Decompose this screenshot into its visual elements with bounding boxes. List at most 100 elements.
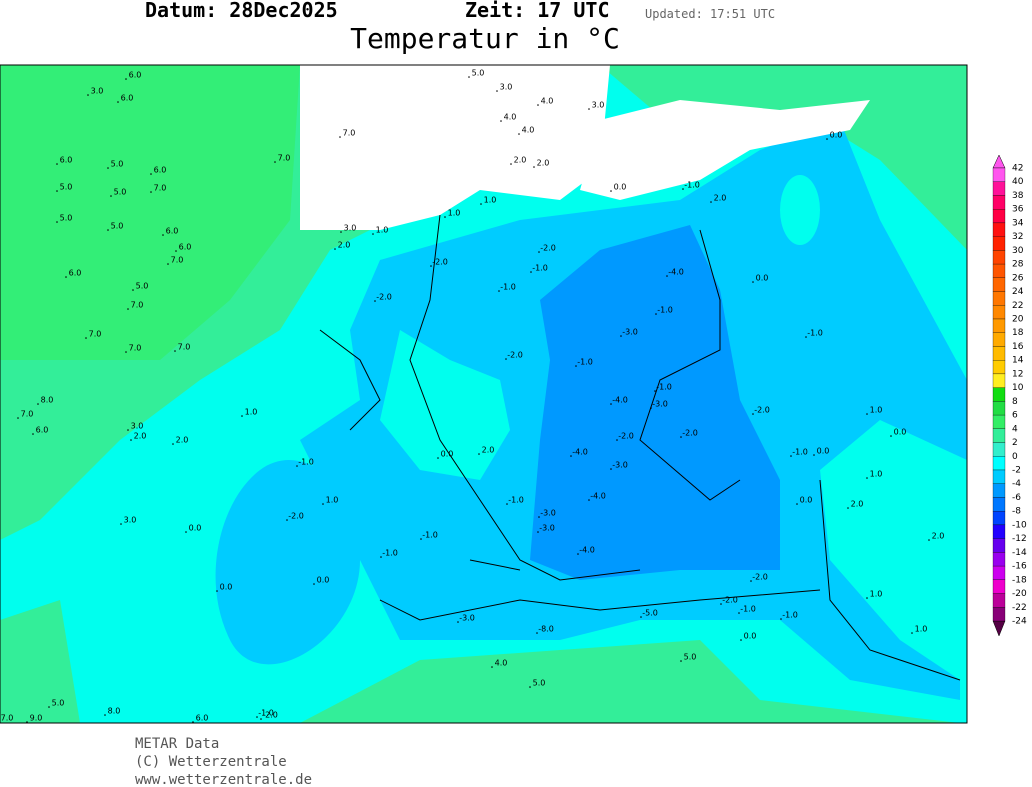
- station-dot: [48, 706, 50, 708]
- station-dot: [256, 716, 258, 718]
- station-value: -1.0: [656, 383, 672, 392]
- scale-swatch: [992, 401, 1006, 416]
- scale-swatch: [992, 579, 1006, 594]
- station-dot: [125, 351, 127, 353]
- scale-swatch: [992, 305, 1006, 320]
- station-dot: [752, 413, 754, 415]
- scale-swatch: [992, 552, 1006, 567]
- station-dot: [720, 603, 722, 605]
- scale-label: -8: [1012, 507, 1021, 517]
- station-value: 5.0: [533, 679, 546, 688]
- station-dot: [322, 503, 324, 505]
- scale-swatch: [992, 181, 1006, 196]
- station-value: 7.0: [131, 301, 144, 310]
- station-value: -2.0: [288, 512, 304, 521]
- map: 6.03.06.07.07.06.0 5.05.05.06.07.05.05.06…: [0, 64, 968, 724]
- scale-label: 30: [1012, 246, 1024, 256]
- scale-swatch: [992, 195, 1006, 210]
- station-dot: [127, 308, 129, 310]
- station-dot: [87, 94, 89, 96]
- scale-swatch: [992, 511, 1006, 526]
- station-dot: [340, 231, 342, 233]
- date: Datum: 28Dec2025: [145, 0, 338, 22]
- scale-label: 18: [1012, 328, 1024, 338]
- scale-swatch: [992, 456, 1006, 471]
- station-dot: [536, 632, 538, 634]
- station-value: 8.0: [108, 707, 121, 716]
- station-value: 3.0: [344, 224, 357, 233]
- station-value: -1.0: [577, 358, 593, 367]
- station-value: 5.0: [60, 183, 73, 192]
- station-dot: [491, 666, 493, 668]
- station-dot: [167, 263, 169, 265]
- scale-label: 36: [1012, 205, 1024, 215]
- station-value: 0.0: [189, 524, 202, 533]
- station-dot: [826, 138, 828, 140]
- station-value: 4.0: [495, 659, 508, 668]
- station-value: 5.0: [472, 69, 485, 78]
- station-dot: [780, 618, 782, 620]
- station-value: 2.0: [482, 446, 495, 455]
- station-value: -1.0: [298, 458, 314, 467]
- station-value: -2.0: [682, 429, 698, 438]
- station-dot: [640, 616, 642, 618]
- station-value: -1.0: [422, 531, 438, 540]
- station-value: -2.0: [752, 573, 768, 582]
- station-value: -3.0: [539, 524, 555, 533]
- station-dot: [380, 556, 382, 558]
- station-dot: [110, 195, 112, 197]
- station-dot: [185, 531, 187, 533]
- station-dot: [56, 163, 58, 165]
- station-value: 2.0: [338, 241, 351, 250]
- station-value: 3.0: [131, 422, 144, 431]
- station-value: 0.0: [830, 131, 843, 140]
- station-value: -2.0: [432, 258, 448, 267]
- station-value: 2.0: [537, 159, 550, 168]
- station-dot: [150, 191, 152, 193]
- station-dot: [537, 104, 539, 106]
- scale-swatch: [992, 318, 1006, 333]
- station-dot: [752, 281, 754, 283]
- station-dot: [468, 76, 470, 78]
- station-value: 2.0: [714, 194, 727, 203]
- station-dot: [610, 468, 612, 470]
- station-dot: [174, 350, 176, 352]
- station-value: 6.0: [69, 269, 82, 278]
- station-value: 2.0: [932, 532, 945, 541]
- scale-label: -4: [1012, 479, 1021, 489]
- borders: [319, 214, 961, 681]
- station-value: -4.0: [579, 546, 595, 555]
- station-dot: [500, 120, 502, 122]
- color-scale: 424038363432302826242220181614121086420-…: [992, 154, 1027, 637]
- station-dot: [241, 415, 243, 417]
- station-dot: [127, 429, 129, 431]
- station-dot: [420, 538, 422, 540]
- station-dot: [374, 300, 376, 302]
- scale-label: 38: [1012, 191, 1024, 201]
- scale-swatch: [992, 346, 1006, 361]
- station-dot: [296, 465, 298, 467]
- scale-label: -16: [1012, 562, 1027, 572]
- station-dot: [286, 519, 288, 521]
- station-value: -3.0: [612, 461, 628, 470]
- scale-swatch: [992, 607, 1006, 622]
- scale-label: 40: [1012, 177, 1024, 187]
- station-value: 3.0: [124, 516, 137, 525]
- station-dot: [37, 403, 39, 405]
- scale-label: -22: [1012, 603, 1027, 613]
- scale-label: 12: [1012, 369, 1023, 379]
- zone-4-6: [0, 65, 300, 360]
- scale-label: 10: [1012, 383, 1024, 393]
- station-value: 6.0: [166, 227, 179, 236]
- scale-label: 42: [1012, 164, 1023, 174]
- station-value: 6.0: [196, 714, 209, 723]
- scale-label: 6: [1012, 411, 1018, 421]
- scale-label: 4: [1012, 424, 1018, 434]
- scale-label: -24: [1012, 617, 1027, 627]
- station-value: 7.0: [1, 714, 14, 723]
- station-value: -1.0: [657, 306, 673, 315]
- station-dot: [107, 167, 109, 169]
- station-value: 5.0: [136, 282, 149, 291]
- station-dot: [682, 188, 684, 190]
- scale-label: 24: [1012, 287, 1024, 297]
